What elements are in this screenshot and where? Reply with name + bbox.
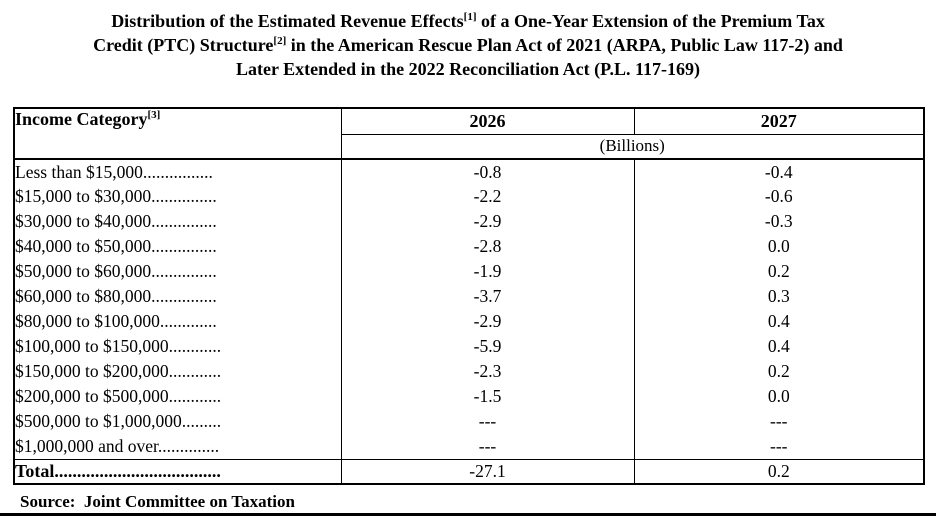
value-2027: --- [633,409,924,434]
title-line-2-cont: in the American Rescue Plan Act of 2021 … [286,35,843,55]
units-header: (Billions) [340,134,924,160]
title-line-1-text: Distribution of the Estimated Revenue Ef… [111,11,464,31]
income-label: $30,000 to $40,000............... [15,211,217,231]
value-2027: 0.4 [633,334,924,359]
table-row: $500,000 to $1,000,000......... --- --- [14,409,924,434]
table-row: $80,000 to $100,000............. -2.9 0.… [14,309,924,334]
table-row: $100,000 to $150,000............ -5.9 0.… [14,334,924,359]
value-2027: 0.2 [633,359,924,384]
year-2027-header: 2027 [633,108,924,135]
title-line-3: Later Extended in the 2022 Reconciliatio… [236,59,700,79]
income-label: $50,000 to $60,000............... [15,261,217,281]
revenue-table: Income Category[3] 2026 2027 (Billions) … [13,107,925,485]
value-2026: -0.8 [340,159,634,184]
table-row: $1,000,000 and over.............. --- --… [14,434,924,459]
value-2027: -0.4 [633,159,924,184]
value-2027: -0.6 [633,184,924,209]
title-line-1: Distribution of the Estimated Revenue Ef… [0,9,936,33]
value-2026: -2.3 [340,359,634,384]
value-2027: -0.3 [633,209,924,234]
value-2027: 0.2 [633,259,924,284]
document-title: Distribution of the Estimated Revenue Ef… [0,0,936,81]
value-2026: --- [340,434,634,459]
value-2027: 0.0 [633,384,924,409]
value-2026: -2.8 [340,234,634,259]
table-row: $150,000 to $200,000............ -2.3 0.… [14,359,924,384]
value-2026: -1.9 [340,259,634,284]
title-line-2-text: Credit (PTC) Structure [93,35,274,55]
income-label: $15,000 to $30,000............... [15,186,217,206]
table-row: $200,000 to $500,000............ -1.5 0.… [14,384,924,409]
income-label: $1,000,000 and over.............. [15,435,220,456]
value-2027: 0.3 [633,284,924,309]
income-label: $100,000 to $150,000............ [15,336,222,356]
table-row: Less than $15,000................ -0.8 -… [14,159,924,184]
income-category-label: Income Category [15,109,148,129]
header-row-years: Income Category[3] 2026 2027 [14,108,924,160]
table-row: $15,000 to $30,000............... -2.2 -… [14,184,924,209]
table-row: $60,000 to $80,000............... -3.7 0… [14,284,924,309]
source-note: Source: Joint Committee on Taxation [20,492,295,511]
header-row-units: (Billions) [14,134,924,160]
value-2026: -5.9 [340,334,634,359]
bottom-rule [0,513,936,516]
income-category-header: Income Category[3] [14,108,341,160]
value-2026: -2.9 [340,309,634,334]
footnote-marker-1: [1] [463,11,477,23]
income-label: $200,000 to $500,000............ [15,386,222,406]
total-label: Total...................................… [14,458,341,484]
footnote-marker-3: [3] [147,109,161,121]
income-label: $500,000 to $1,000,000......... [15,411,222,431]
value-2026: -1.5 [340,384,634,409]
value-2027: 0.0 [633,234,924,259]
value-2026: --- [340,409,634,434]
income-label: $150,000 to $200,000............ [15,361,222,381]
value-2026: -2.9 [340,209,634,234]
value-2027: 0.4 [633,309,924,334]
value-2026: -2.2 [340,184,634,209]
income-label: $40,000 to $50,000............... [15,236,217,256]
value-2027: --- [633,434,924,459]
table-row: $30,000 to $40,000............... -2.9 -… [14,209,924,234]
total-row: Total...................................… [14,458,924,484]
footnote-marker-2: [2] [273,35,287,47]
income-label: Less than $15,000................ [15,161,213,182]
income-label: $60,000 to $80,000............... [15,286,217,306]
title-line-1-cont: of a One-Year Extension of the Premium T… [476,11,825,31]
title-line-2: Credit (PTC) Structure[2] in the America… [0,33,936,57]
total-2026: -27.1 [340,458,634,484]
income-label: $80,000 to $100,000............. [15,311,217,331]
table-row: $40,000 to $50,000............... -2.8 0… [14,234,924,259]
value-2026: -3.7 [340,284,634,309]
year-2026-header: 2026 [340,108,634,135]
table-row: $50,000 to $60,000............... -1.9 0… [14,259,924,284]
total-2027: 0.2 [633,458,924,484]
